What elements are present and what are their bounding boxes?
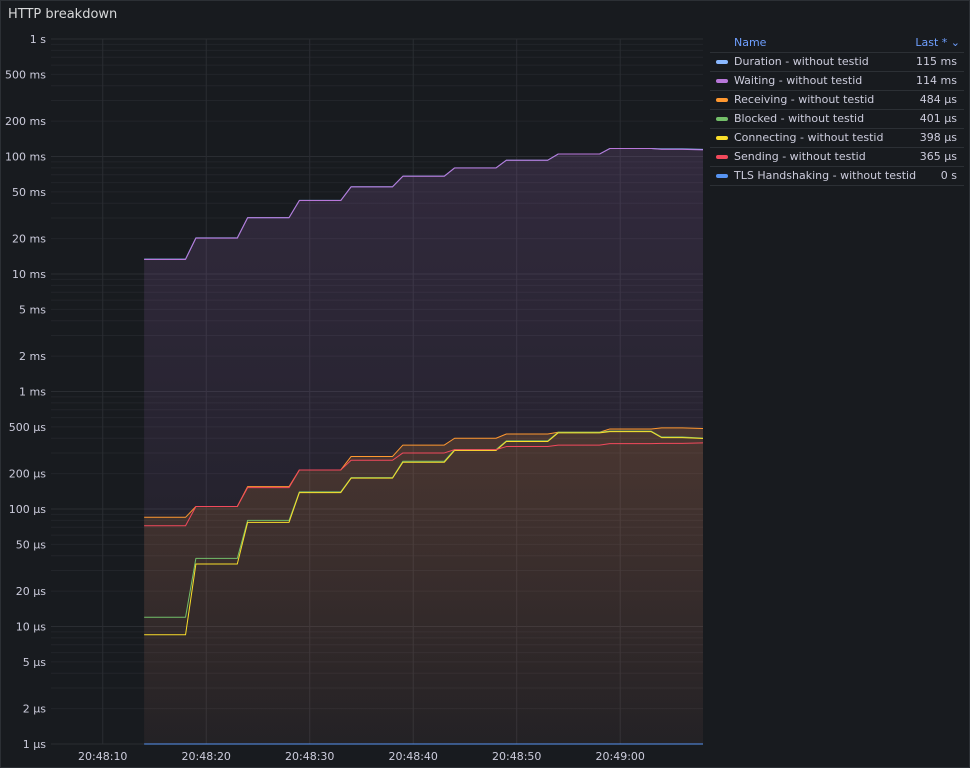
series-areas [144, 148, 704, 744]
series-line [144, 430, 704, 618]
legend-item[interactable]: Connecting - without testid 398 µs [710, 129, 964, 148]
y-tick-label: 10 µs [16, 621, 46, 634]
legend-item-name: Receiving - without testid [734, 93, 875, 106]
y-tick-label: 2 ms [19, 350, 46, 363]
series-color-swatch [716, 155, 728, 159]
legend-name-header[interactable]: Name [734, 36, 767, 49]
legend-item[interactable]: TLS Handshaking - without testid 0 s [710, 167, 964, 186]
y-axis-ticks: 1 s 500 ms 200 ms 100 ms 50 ms 20 ms 10 ms 5 ms… [5, 33, 46, 751]
y-tick-label: 20 µs [16, 585, 46, 598]
y-tick-label: 500 µs [9, 421, 46, 434]
legend-table: Name Last * ⌄ Duration - without testid 1… [710, 33, 964, 186]
legend-rows: Duration - without testid 115 ms Waiting -… [710, 53, 964, 186]
legend-last-sort-header[interactable]: Last * ⌄ [915, 36, 960, 49]
series-color-swatch [716, 98, 728, 102]
legend-item-last: 115 ms [916, 55, 957, 68]
legend-header: Name Last * ⌄ [710, 33, 964, 53]
y-tick-label: 10 ms [12, 268, 46, 281]
legend-item-name: TLS Handshaking - without testid [734, 169, 917, 182]
y-tick-label: 500 ms [5, 68, 46, 81]
y-tick-label: 1 µs [23, 738, 46, 751]
legend-item[interactable]: Waiting - without testid 114 ms [710, 72, 964, 91]
series-color-swatch [716, 174, 728, 178]
series-lines [144, 147, 704, 745]
y-tick-label: 1 ms [19, 386, 46, 399]
y-tick-label: 100 ms [5, 151, 46, 164]
legend-item-last: 484 µs [919, 93, 957, 106]
x-tick-label: 20:48:10 [78, 750, 127, 763]
x-tick-label: 20:49:00 [596, 750, 645, 763]
series-color-swatch [716, 117, 728, 121]
legend-item[interactable]: Receiving - without testid 484 µs [710, 91, 964, 110]
y-tick-label: 5 µs [23, 656, 46, 669]
y-tick-label: 20 ms [12, 233, 46, 246]
x-tick-label: 20:48:40 [389, 750, 438, 763]
legend-item[interactable]: Duration - without testid 115 ms [710, 53, 964, 72]
legend-item[interactable]: Sending - without testid 365 µs [710, 148, 964, 167]
y-tick-label: 50 ms [12, 186, 46, 199]
legend-item-last: 114 ms [916, 74, 957, 87]
legend-item-last: 398 µs [919, 131, 957, 144]
legend-item-name: Blocked - without testid [734, 112, 865, 125]
legend-item-last: 0 s [940, 169, 957, 182]
series-color-swatch [716, 79, 728, 83]
y-tick-label: 200 µs [9, 468, 46, 481]
y-tick-label: 1 s [30, 33, 46, 46]
series-color-swatch [716, 60, 728, 64]
x-axis-ticks: 20:48:10 20:48:20 20:48:30 20:48:40 20:48:50… [78, 750, 645, 763]
x-tick-label: 20:48:50 [492, 750, 541, 763]
x-tick-label: 20:48:30 [285, 750, 334, 763]
legend-item-name: Waiting - without testid [734, 74, 863, 87]
legend-item-name: Duration - without testid [734, 55, 869, 68]
legend-item-last: 401 µs [919, 112, 957, 125]
legend-item-last: 365 µs [919, 150, 957, 163]
series-area [144, 427, 704, 744]
y-tick-label: 100 µs [9, 503, 46, 516]
y-tick-label: 5 ms [19, 303, 46, 316]
y-tick-label: 2 µs [23, 703, 46, 716]
legend-item[interactable]: Blocked - without testid 401 µs [710, 110, 964, 129]
legend-item-name: Connecting - without testid [734, 131, 884, 144]
legend-item-name: Sending - without testid [734, 150, 866, 163]
series-line [144, 431, 704, 636]
panel-title[interactable]: HTTP breakdown [8, 7, 118, 22]
series-line [144, 442, 704, 527]
y-tick-label: 200 ms [5, 115, 46, 128]
series-color-swatch [716, 136, 728, 140]
series-line [144, 148, 704, 260]
x-tick-label: 20:48:20 [182, 750, 231, 763]
y-tick-label: 50 µs [16, 538, 46, 551]
